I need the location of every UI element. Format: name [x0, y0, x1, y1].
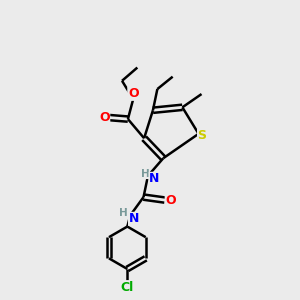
- Text: O: O: [165, 194, 176, 207]
- Text: N: N: [129, 212, 139, 225]
- Text: Cl: Cl: [121, 281, 134, 294]
- Text: O: O: [128, 87, 139, 100]
- Text: H: H: [119, 208, 128, 218]
- Text: N: N: [149, 172, 160, 185]
- Text: H: H: [141, 169, 149, 178]
- Text: O: O: [99, 111, 110, 124]
- Text: S: S: [198, 129, 207, 142]
